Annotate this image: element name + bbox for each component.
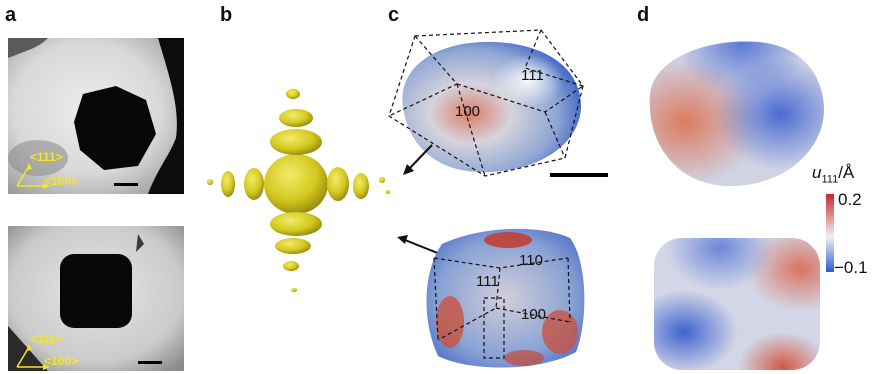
- microscope-image-top: [8, 38, 184, 194]
- facet-label-100-top: 100: [455, 103, 481, 120]
- colorbar-min-label: −0.1: [834, 258, 868, 277]
- colorbar-subscript: 111: [821, 173, 839, 186]
- facet-label-110-bottom: 110: [519, 252, 543, 269]
- colorbar-unit: /Å: [838, 163, 855, 182]
- direction-label-111-bottom: <111>: [30, 332, 63, 346]
- colorbar-max-label: 0.2: [838, 190, 862, 209]
- colorbar-variable: u: [812, 163, 822, 182]
- crystal-bottom-reconstruction: [426, 228, 585, 368]
- panel-letter-c: c: [388, 4, 400, 26]
- facet-label-111-bottom: 111: [476, 273, 499, 290]
- direction-label-100-bottom: <100>: [44, 354, 79, 368]
- panel-letter-a: a: [5, 4, 17, 26]
- scale-bar-c: [550, 173, 608, 177]
- scale-bar-a-top: [114, 183, 138, 186]
- direction-arrows-bottom: [16, 344, 50, 370]
- crystal-top-reconstruction: [388, 29, 584, 177]
- direction-arrows-top: [16, 163, 50, 189]
- colorbar-gradient: [826, 194, 834, 272]
- scale-bar-a-bottom: [138, 361, 162, 364]
- diffraction-isosurface: [207, 89, 390, 292]
- displacement-map-bottom: [654, 238, 820, 370]
- direction-label-100-top: <100>: [44, 174, 79, 188]
- direction-label-111-top: <111>: [30, 150, 63, 164]
- arrow-to-diffraction-top: [403, 144, 433, 175]
- displacement-map-top: [649, 41, 824, 187]
- colorbar-title: u111/Å: [812, 163, 854, 185]
- microscope-image-top-graphic: [8, 38, 184, 194]
- facet-label-100-bottom: 100: [521, 306, 547, 323]
- panel-letter-b: b: [220, 4, 233, 26]
- panel-letter-d: d: [637, 4, 650, 26]
- facet-label-111-top: 111: [521, 67, 544, 84]
